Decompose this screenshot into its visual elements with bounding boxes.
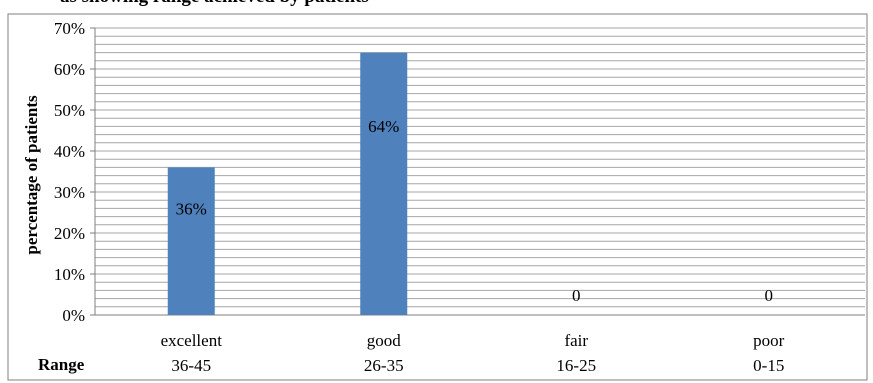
y-tick-label: 50% <box>54 101 85 120</box>
category-label: excellent <box>161 331 223 350</box>
category-range-label: 16-25 <box>556 356 596 375</box>
data-labels: 36% 64% 0 0 <box>176 117 773 305</box>
bar <box>167 167 215 315</box>
category-range-label: 36-45 <box>171 356 211 375</box>
category-labels: excellent 36-45 good 26-35 fair 16-25 poor 0-15 <box>161 331 785 375</box>
category-range-label: 26-35 <box>364 356 404 375</box>
y-tick-label: 40% <box>54 142 85 161</box>
x-axis-label: Range <box>38 355 85 374</box>
data-label: 0 <box>572 286 581 305</box>
data-label: 36% <box>176 200 207 219</box>
bars <box>167 52 408 315</box>
gridlines <box>95 27 865 316</box>
data-label: 0 <box>765 286 774 305</box>
y-tick-label: 30% <box>54 183 85 202</box>
y-tick-label: 70% <box>54 19 85 38</box>
category-label: poor <box>753 331 785 350</box>
y-axis-label: percentage of patients <box>22 95 41 255</box>
y-tick-label: 10% <box>54 265 85 284</box>
category-range-label: 0-15 <box>753 356 784 375</box>
category-label: good <box>367 331 402 350</box>
chart-title: as showing range achieved by patients <box>0 0 873 10</box>
chart-border <box>7 13 868 381</box>
y-tick-label: 20% <box>54 224 85 243</box>
y-tick-label: 60% <box>54 60 85 79</box>
y-tick-labels: 0% 10% 20% 30% 40% 50% 60% 70% <box>54 19 85 325</box>
category-label: fair <box>564 331 588 350</box>
bar <box>360 52 408 315</box>
y-tick-label: 0% <box>62 306 85 325</box>
data-label: 64% <box>368 117 399 136</box>
axes <box>90 27 865 316</box>
